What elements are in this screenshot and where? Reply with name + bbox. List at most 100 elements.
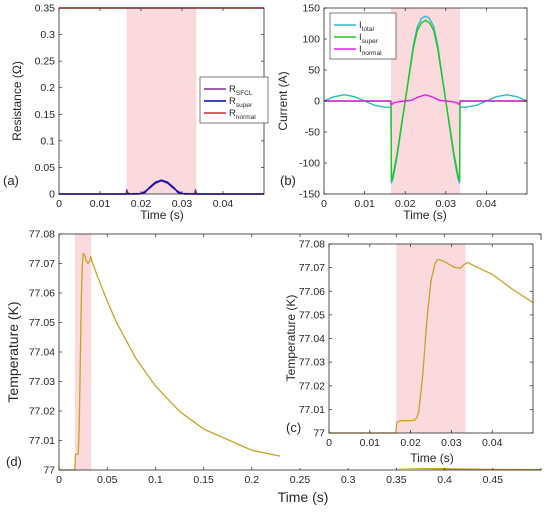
panel-b-ytick-label: -150 xyxy=(299,189,320,201)
panel-d-ytick-label: 77.08 xyxy=(29,229,55,241)
legend-label-i-normal: Inormal xyxy=(359,44,382,57)
panel-a-xtick-label: 0.02 xyxy=(131,198,152,210)
panel-a-xtick-label: 0.04 xyxy=(213,198,234,210)
legend-label-r-normal: Rnormal xyxy=(229,108,256,121)
panel-a-ytick-label: 0.35 xyxy=(35,3,56,15)
panel-a-ytick-label: 0.05 xyxy=(35,162,56,174)
panel-b-legend-box xyxy=(329,12,397,60)
panel-d-xtick-label: 0.45 xyxy=(483,474,504,486)
panel-b-ytick-label: 150 xyxy=(302,3,320,15)
panel-a-xlabel: Time (s) xyxy=(140,208,184,222)
panel-c-xtick-label: 0.03 xyxy=(441,437,462,449)
panel-c-xtick-label: 0.01 xyxy=(360,437,381,449)
panel-a-tag: (a) xyxy=(3,173,19,188)
panel-c-ticks: 0 0.01 0.02 0.03 0.04 77 77.01 77.02 77.03 77.04 7… xyxy=(299,239,533,449)
panel-b-xlabel: Time (s) xyxy=(403,208,447,222)
panel-d-ytick-label: 77.04 xyxy=(29,347,55,359)
panel-b-ytick-label: -50 xyxy=(305,127,320,139)
legend-label-r-super-main: R xyxy=(229,96,236,107)
panel-b-ylabel: Current (A) xyxy=(276,71,290,130)
panel-c-lines xyxy=(329,258,534,434)
panel-c-ytick-label: 77.03 xyxy=(299,357,325,369)
panel-a-fault-shading xyxy=(126,8,197,194)
panel-b-xtick-label: 0 xyxy=(321,198,327,210)
panel-b-xtick-label: 0.03 xyxy=(436,198,457,210)
panel-b-ticks: 0 0.01 0.02 0.03 0.04 -150 -100 -50 0 50 100 150 xyxy=(299,3,527,210)
panel-c-ytick-label: 77.04 xyxy=(299,333,325,345)
panel-d-tag: (d) xyxy=(6,454,22,469)
panel-d-xtick-label: 0.35 xyxy=(386,474,407,486)
panel-d-xlabel: Time (s) xyxy=(278,489,329,505)
panel-a-ytick-label: 0.25 xyxy=(35,56,56,68)
panel-c-fault-shading xyxy=(396,244,466,433)
panel-d-ytick-label: 77 xyxy=(43,465,55,477)
panel-c-xtick-label: 0.04 xyxy=(482,437,503,449)
panel-c-ytick-label: 77.05 xyxy=(299,309,325,321)
panel-c-xtick-label: 0.02 xyxy=(400,437,421,449)
panel-c-inset-temperature: 0 0.01 0.02 0.03 0.04 77 77.01 77.02 77.03 77.04 7… xyxy=(280,239,550,468)
panel-d-ytick-label: 77.01 xyxy=(29,435,55,447)
panel-d-xtick-label: 0 xyxy=(56,474,62,486)
legend-label-r-sfcl: RSFCL xyxy=(229,84,253,97)
panel-c-xlabel: Time (s) xyxy=(410,451,454,465)
legend-label-i-total-sub: total xyxy=(362,26,375,33)
legend-label-i-normal-sub: normal xyxy=(362,50,382,57)
panel-c-ytick-label: 77.01 xyxy=(299,404,325,416)
panel-a-ticks: 0 0.01 0.02 0.03 0.04 0 0.05 0.1 0.15 0.2 0.25 0.3 0… xyxy=(35,3,264,210)
panel-a-ytick-label: 0.3 xyxy=(40,29,55,41)
panel-a-resistance: 0 0.01 0.02 0.03 0.04 0 0.05 0.1 0.15 0.2 0.25 0.3 0… xyxy=(3,3,269,222)
panel-d-xtick-label: 0.2 xyxy=(244,474,259,486)
panel-b-lines xyxy=(323,15,528,184)
panel-b-ytick-label: 50 xyxy=(308,65,320,77)
panel-a-xtick-label: 0 xyxy=(56,198,62,210)
panel-d-ytick-label: 77.02 xyxy=(29,406,55,418)
panel-d-xtick-label: 0.3 xyxy=(341,474,356,486)
panel-c-tag: (c) xyxy=(286,420,301,435)
panel-b-line-normal xyxy=(324,94,527,106)
panel-d-ytick-label: 77.07 xyxy=(29,258,55,270)
panel-d-ytick-label: 77.03 xyxy=(29,376,55,388)
panel-d-xtick-label: 0.05 xyxy=(97,474,118,486)
panel-a-line-super xyxy=(59,179,264,195)
panel-d-xtick-label: 0.1 xyxy=(148,474,163,486)
panel-b-ytick-label: -100 xyxy=(299,158,320,170)
panel-a-ytick-label: 0.2 xyxy=(40,82,55,94)
panel-c-ytick-label: 77.07 xyxy=(299,262,325,274)
legend-label-r-sfcl-main: R xyxy=(229,84,236,95)
panel-a-ylabel: Resistance (Ω) xyxy=(10,61,24,141)
panel-c-ytick-label: 77.06 xyxy=(299,286,325,298)
panel-d-fault-shading xyxy=(74,234,92,470)
panel-b-xtick-label: 0.02 xyxy=(395,198,416,210)
panel-b-current: 0 0.01 0.02 0.03 0.04 -150 -100 -50 0 50 100 150 Ti… xyxy=(276,3,528,222)
legend-label-r-sfcl-sub: SFCL xyxy=(236,90,253,97)
panel-c-xtick-label: 0 xyxy=(326,437,332,449)
panel-c-ytick-label: 77.08 xyxy=(299,239,325,251)
panel-b-ytick-label: 0 xyxy=(314,96,320,108)
panel-b-xtick-label: 0.04 xyxy=(476,198,497,210)
panel-b-xtick-label: 0.01 xyxy=(354,198,375,210)
panel-a-xtick-label: 0.03 xyxy=(172,198,193,210)
panel-d-ytick-label: 77.05 xyxy=(29,317,55,329)
panel-d-ylabel: Temperature (K) xyxy=(5,301,21,402)
panel-b-ytick-label: 100 xyxy=(302,34,320,46)
legend-label-i-total-main: I xyxy=(359,20,362,31)
panel-a-ytick-label: 0.1 xyxy=(40,135,55,147)
panel-b-line-total xyxy=(323,15,528,184)
panel-a-ytick-label: 0.15 xyxy=(35,109,56,121)
legend-label-i-total: Itotal xyxy=(359,20,374,33)
panel-a-legend: RSFCL Rsuper Rnormal xyxy=(199,76,269,124)
panel-c-ylabel: Temperature (K) xyxy=(284,295,298,382)
legend-label-r-super-sub: super xyxy=(236,102,253,109)
panel-c-line-series-0 xyxy=(329,258,534,434)
legend-label-r-normal-sub: normal xyxy=(236,114,256,121)
legend-label-r-normal-main: R xyxy=(229,108,236,119)
panel-d-xtick-label: 0.15 xyxy=(193,474,214,486)
panel-b-legend: Itotal Isuper Inormal xyxy=(329,12,397,60)
legend-label-i-super: Isuper xyxy=(359,32,379,45)
panel-d-ytick-label: 77.06 xyxy=(29,288,55,300)
legend-label-i-normal-main: I xyxy=(359,44,362,55)
legend-label-i-super-sub: super xyxy=(362,38,379,45)
panel-b-line-super xyxy=(324,19,527,182)
panel-d-xtick-label: 0.4 xyxy=(437,474,452,486)
